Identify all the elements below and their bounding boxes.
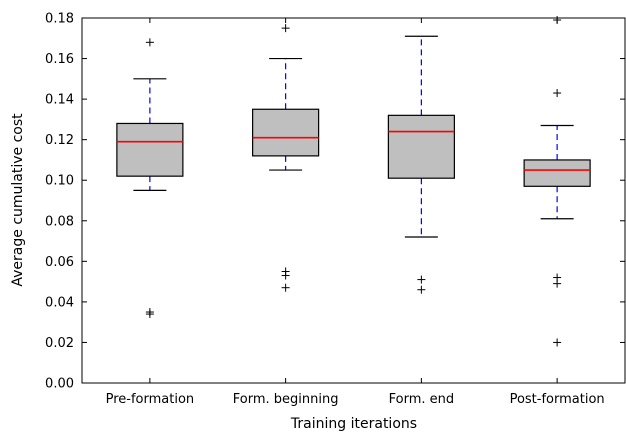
y-tick-label: 0.08 [45, 214, 74, 229]
outlier-point [145, 38, 154, 47]
y-tick-label: 0.06 [45, 255, 74, 270]
box-body [116, 122, 184, 177]
y-axis-label: Average cumulative cost [10, 113, 26, 287]
box-body [523, 159, 591, 187]
box-2 [252, 24, 320, 292]
y-tick-label: 0.04 [45, 295, 74, 310]
outlier-point [281, 283, 290, 292]
box-body [387, 114, 455, 179]
plot-layer [116, 16, 591, 347]
outlier-point [417, 285, 426, 294]
x-tick-label: Pre-formation [106, 392, 195, 407]
y-tick-label: 0.18 [45, 12, 74, 27]
outlier-point [553, 338, 562, 347]
y-tick-label: 0.14 [45, 93, 74, 108]
y-tick-label: 0.00 [45, 377, 74, 392]
y-tick-label: 0.12 [45, 133, 74, 148]
plot-frame [81, 17, 626, 384]
x-tick-label: Post-formation [510, 392, 605, 407]
box-4 [523, 16, 591, 347]
outlier-point [281, 24, 290, 33]
x-axis-ticks: Pre-formation Form. beginning Form. end Pos… [106, 18, 605, 407]
y-tick-label: 0.16 [45, 52, 74, 67]
outlier-point [145, 310, 154, 319]
outlier-point [281, 271, 290, 280]
outlier-point [417, 275, 426, 284]
y-axis-ticks: 0.00 0.02 0.04 0.06 0.08 0.10 0.12 0.14 0.16 0.18 [45, 12, 625, 392]
box-1 [116, 38, 184, 319]
outlier-point [553, 89, 562, 98]
x-tick-label: Form. beginning [233, 392, 339, 407]
x-tick-label: Form. end [389, 392, 455, 407]
x-axis-label: Training iterations [290, 416, 417, 432]
y-tick-label: 0.10 [45, 174, 74, 189]
box-3 [387, 35, 455, 294]
y-tick-label: 0.02 [45, 336, 74, 351]
box-body [252, 108, 320, 157]
outlier-point [553, 279, 562, 288]
